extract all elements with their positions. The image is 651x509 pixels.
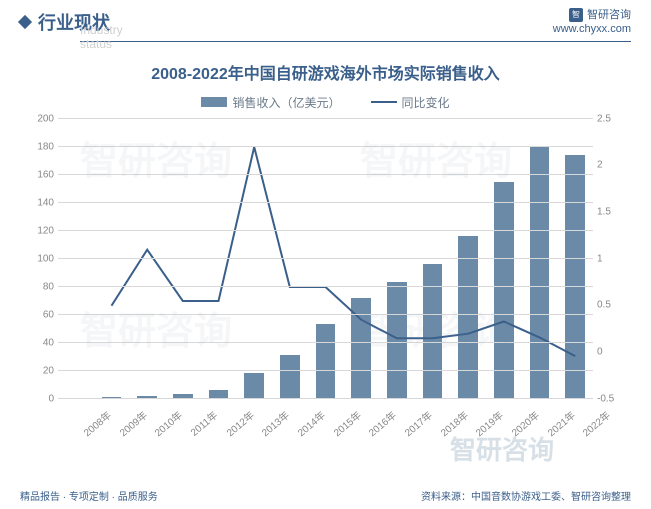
header: 行业现状 Industry status 智 智研咨询 www.chyxx.co… [0, 0, 651, 41]
legend-bar-label: 销售收入（亿美元） [232, 94, 340, 111]
x-tick-label: 2022年 [579, 407, 613, 439]
x-tick-label: 2014年 [293, 407, 327, 439]
y-left-tick: 20 [26, 365, 54, 376]
plot-area: 020406080100120140160180200-0.500.511.52… [58, 119, 593, 399]
trend-line [112, 147, 576, 356]
y-right-tick: 1 [597, 253, 625, 264]
brand-url: www.chyxx.com [553, 22, 631, 36]
y-right-tick: 0.5 [597, 300, 625, 311]
gridline [58, 230, 593, 231]
x-tick-label: 2012年 [222, 407, 256, 439]
line-layer [58, 119, 593, 399]
legend-bar-swatch [201, 97, 227, 107]
x-tick-label: 2021年 [543, 407, 577, 439]
y-right-tick: 0 [597, 346, 625, 357]
legend-bar-item: 销售收入（亿美元） [201, 94, 340, 111]
gridline [58, 342, 593, 343]
x-tick-label: 2015年 [329, 407, 363, 439]
header-right: 智 智研咨询 www.chyxx.com [553, 8, 631, 37]
x-tick-label: 2018年 [436, 407, 470, 439]
gridline [58, 174, 593, 175]
x-tick-label: 2019年 [472, 407, 506, 439]
header-divider [80, 41, 631, 42]
y-right-tick: -0.5 [597, 393, 625, 404]
gridline [58, 202, 593, 203]
legend-line-swatch [371, 101, 397, 103]
y-left-tick: 200 [26, 113, 54, 124]
x-tick-label: 2020年 [507, 407, 541, 439]
brand-row: 智 智研咨询 [553, 8, 631, 22]
header-left: 行业现状 Industry status [20, 9, 110, 35]
y-left-tick: 140 [26, 197, 54, 208]
footer-left: 精品报告 · 专项定制 · 品质服务 [20, 488, 158, 503]
x-tick-label: 2009年 [115, 407, 149, 439]
y-left-tick: 160 [26, 169, 54, 180]
x-tick-label: 2011年 [186, 407, 220, 439]
y-right-tick: 2 [597, 160, 625, 171]
gridline [58, 118, 593, 119]
y-left-tick: 180 [26, 141, 54, 152]
gridline [58, 146, 593, 147]
gridline [58, 314, 593, 315]
y-right-tick: 2.5 [597, 113, 625, 124]
y-left-tick: 100 [26, 253, 54, 264]
diamond-icon [18, 15, 32, 29]
chart: 020406080100120140160180200-0.500.511.52… [20, 119, 631, 449]
y-left-tick: 40 [26, 337, 54, 348]
legend-line-label: 同比变化 [402, 94, 450, 111]
x-tick-label: 2010年 [151, 407, 185, 439]
y-left-tick: 0 [26, 393, 54, 404]
y-right-tick: 1.5 [597, 206, 625, 217]
x-tick-label: 2017年 [400, 407, 434, 439]
y-left-tick: 120 [26, 225, 54, 236]
gridline [58, 370, 593, 371]
logo-icon: 智 [569, 8, 583, 22]
brand-name: 智研咨询 [587, 8, 631, 22]
chart-title: 2008-2022年中国自研游戏海外市场实际销售收入 [0, 60, 651, 84]
section-subtitle: Industry status [80, 23, 123, 51]
legend-line-item: 同比变化 [371, 94, 450, 111]
footer-right: 资料来源：中国音数协游戏工委、智研咨询整理 [421, 488, 631, 503]
gridline [58, 286, 593, 287]
footer: 精品报告 · 专项定制 · 品质服务 资料来源：中国音数协游戏工委、智研咨询整理 [20, 488, 631, 503]
x-tick-label: 2008年 [79, 407, 113, 439]
x-tick-label: 2016年 [365, 407, 399, 439]
x-tick-label: 2013年 [258, 407, 292, 439]
chart-legend: 销售收入（亿美元） 同比变化 [0, 94, 651, 111]
x-axis-labels: 2008年2009年2010年2011年2012年2013年2014年2015年… [58, 399, 593, 449]
y-left-tick: 60 [26, 309, 54, 320]
gridline [58, 258, 593, 259]
y-left-tick: 80 [26, 281, 54, 292]
